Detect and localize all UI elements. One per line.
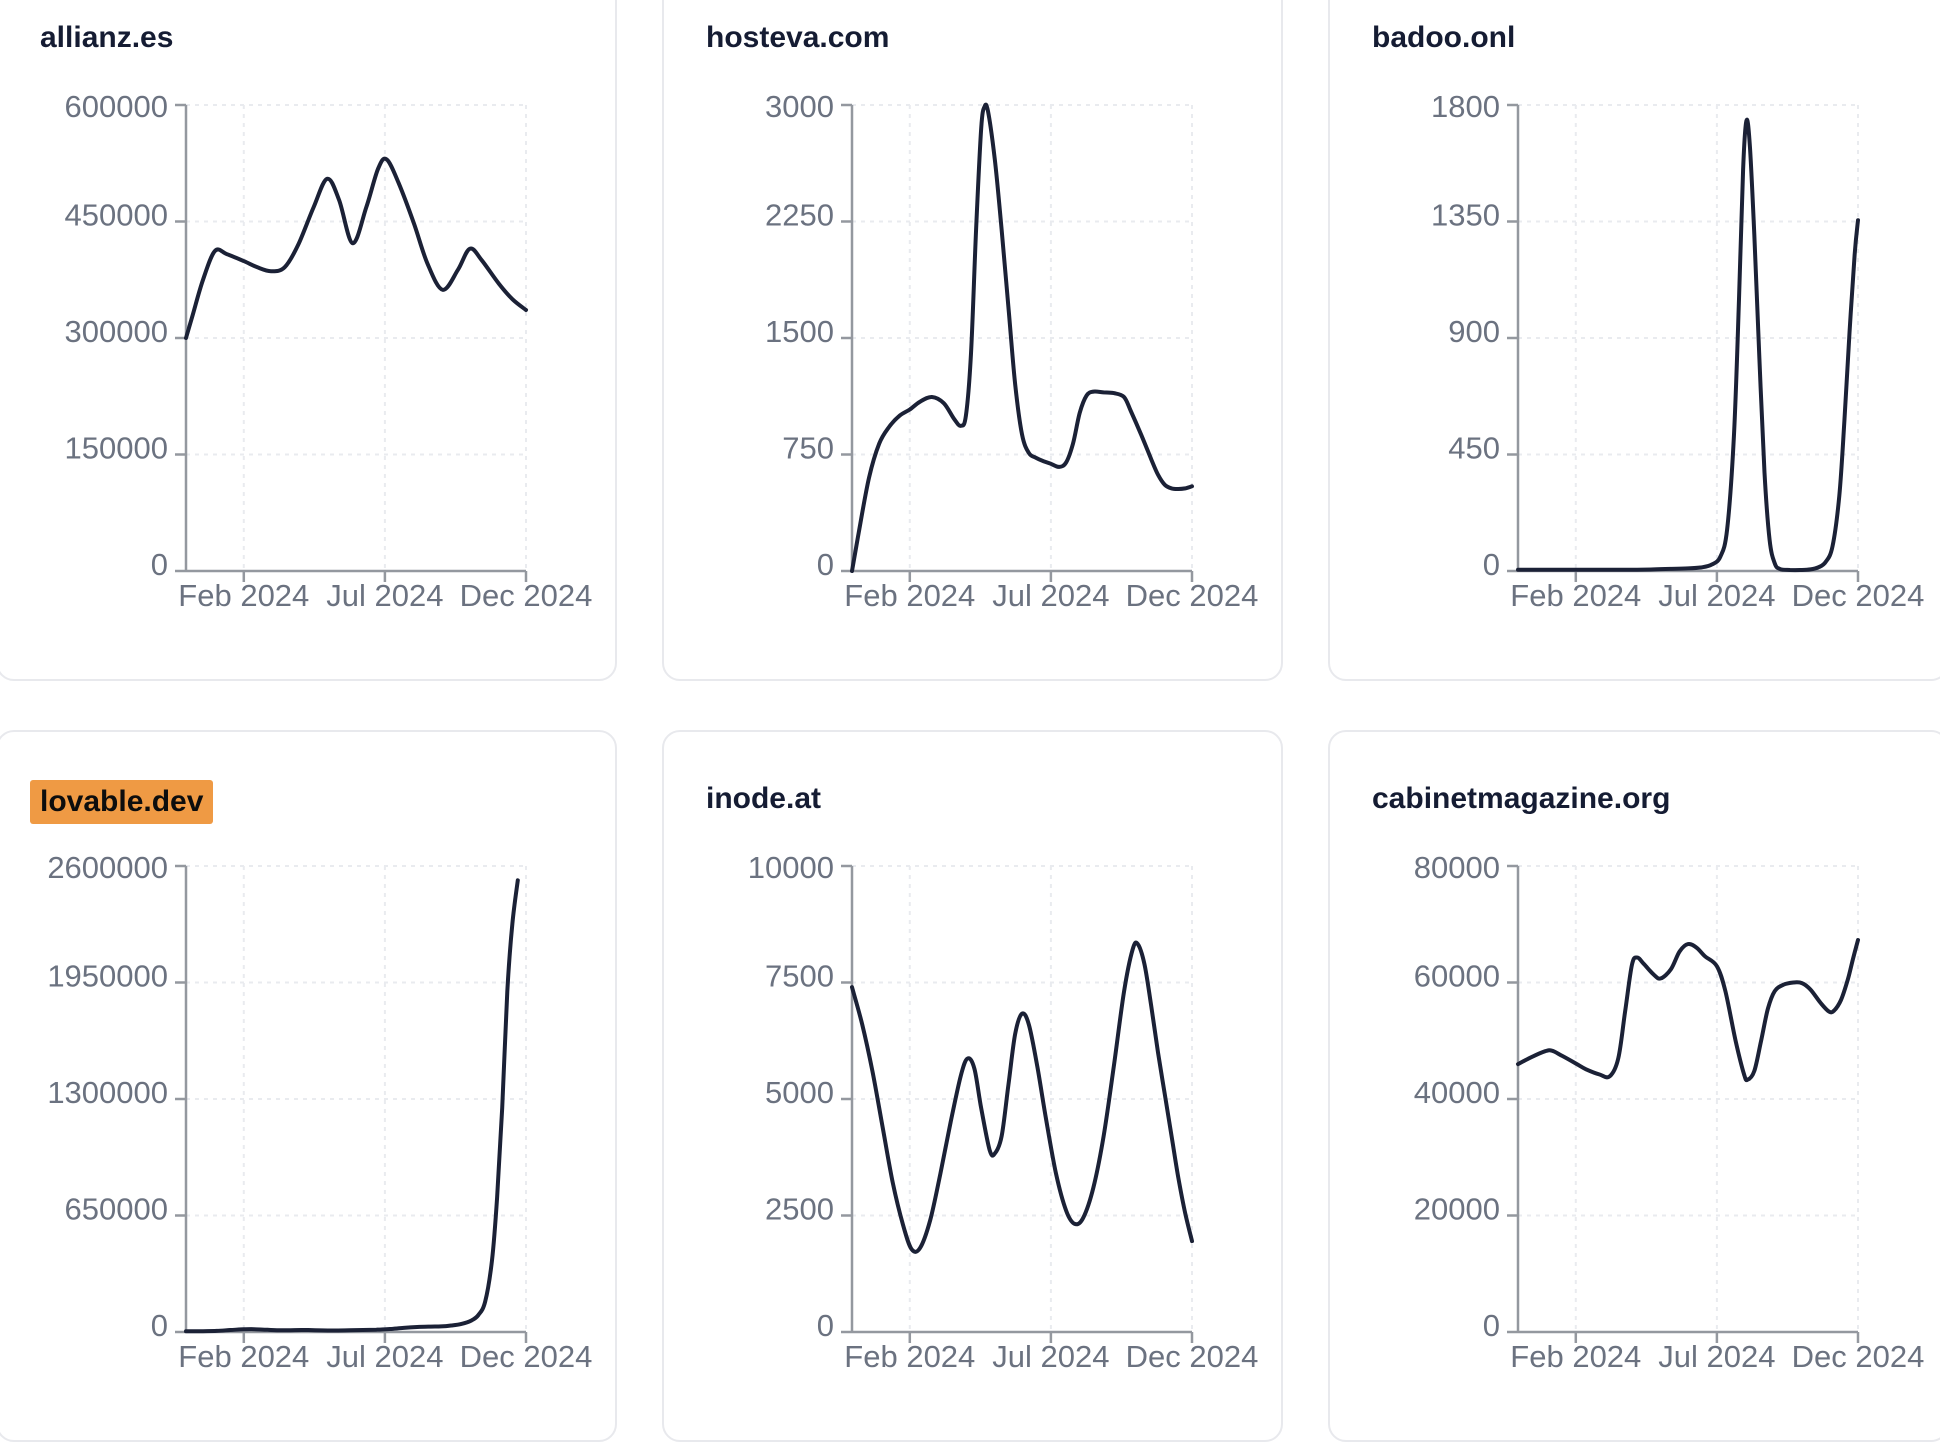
y-tick-label: 0 (151, 1308, 168, 1343)
y-tick-label: 0 (817, 1308, 834, 1343)
grid-lines (1518, 865, 1859, 1332)
chart-canvas: 0 450 900 1350 1800 Feb 2024 Jul 2024 Dec 2024 (1431, 89, 1925, 613)
x-tick-label: Jul 2024 (326, 578, 443, 613)
grid-lines (186, 104, 527, 571)
chart-title-text-highlighted[interactable]: lovable.dev (30, 780, 214, 824)
y-tick-label: 0 (817, 547, 834, 582)
chart-title: allianz.es (0, 0, 615, 57)
chart-canvas: 0 20000 40000 60000 80000 Feb 2024 Jul 2024 Dec… (1414, 850, 1925, 1374)
y-tick-label: 2250 (765, 198, 834, 233)
y-tick-label: 650000 (65, 1192, 168, 1227)
grid-lines (852, 104, 1193, 571)
chart-card-allianz.es: allianz.es 0 150000 300000 450000 600000 Feb … (0, 0, 617, 681)
axes (1507, 103, 1860, 582)
y-tick-label: 20000 (1414, 1192, 1500, 1227)
y-tick-label: 450000 (65, 198, 168, 233)
chart-title: hosteva.com (664, 0, 1281, 57)
x-tick-label: Dec 2024 (460, 578, 593, 613)
y-tick-label: 10000 (748, 850, 834, 885)
trend-line (850, 940, 1194, 1254)
chart-canvas: 0 750 1500 2250 3000 Feb 2024 Jul 2024 Dec 2024 (765, 89, 1259, 613)
y-tick-label: 1500 (765, 314, 834, 349)
trend-line (184, 878, 520, 1334)
chart-card-lovable.dev: lovable.dev 0 650000 1300000 1950000 2600000… (0, 730, 617, 1442)
x-tick-label: Jul 2024 (992, 578, 1109, 613)
chart-canvas: 0 150000 300000 450000 600000 Feb 2024 Jul 202… (65, 89, 593, 613)
chart-canvas: 0 650000 1300000 1950000 2600000 Feb 2024 Jul … (47, 850, 593, 1374)
trend-line (850, 102, 1194, 573)
x-tick-label: Feb 2024 (1510, 578, 1641, 613)
x-tick-label: Dec 2024 (1126, 1339, 1259, 1374)
grid-lines (1518, 104, 1859, 571)
chart-title-text[interactable]: hosteva.com (706, 21, 890, 54)
axes (175, 864, 528, 1343)
chart-title: lovable.dev (0, 732, 615, 824)
x-tick-label: Dec 2024 (1126, 578, 1259, 613)
y-tick-label: 750 (782, 431, 834, 466)
y-tick-label: 5000 (765, 1075, 834, 1110)
chart-title: cabinetmagazine.org (1330, 732, 1940, 818)
y-tick-label: 7500 (765, 959, 834, 994)
y-tick-label: 0 (151, 547, 168, 582)
chart-title-text[interactable]: inode.at (706, 782, 822, 815)
x-tick-label: Dec 2024 (460, 1339, 593, 1374)
x-tick-label: Jul 2024 (326, 1339, 443, 1374)
y-tick-label: 3000 (765, 89, 834, 124)
chart-title: inode.at (664, 732, 1281, 818)
x-tick-label: Feb 2024 (844, 1339, 975, 1374)
chart-canvas: 0 2500 5000 7500 10000 Feb 2024 Jul 2024 Dec 20… (748, 850, 1259, 1374)
grid-lines (186, 865, 527, 1332)
chart-card-inode.at: inode.at 0 2500 5000 7500 10000 Feb 2024 Jul 2… (662, 730, 1283, 1442)
trend-line (184, 156, 528, 340)
chart-title-text[interactable]: cabinetmagazine.org (1372, 782, 1671, 815)
y-tick-label: 1350 (1431, 198, 1500, 233)
trend-line (1516, 117, 1860, 573)
y-tick-label: 150000 (65, 431, 168, 466)
y-tick-label: 1800 (1431, 89, 1500, 124)
chart-title: badoo.onl (1330, 0, 1940, 57)
chart-card-hosteva.com: hosteva.com 0 750 1500 2250 3000 Feb 2024 Jul … (662, 0, 1283, 681)
x-tick-label: Feb 2024 (178, 1339, 309, 1374)
trend-line (1516, 938, 1860, 1083)
y-tick-label: 0 (1483, 1308, 1500, 1343)
chart-card-badoo.onl: badoo.onl 0 450 900 1350 1800 Feb 2024 Jul 202… (1328, 0, 1940, 681)
y-tick-label: 1950000 (47, 959, 168, 994)
x-tick-label: Jul 2024 (1658, 1339, 1775, 1374)
chart-title-text[interactable]: badoo.onl (1372, 21, 1516, 54)
y-tick-label: 1300000 (47, 1075, 168, 1110)
y-tick-label: 900 (1448, 314, 1500, 349)
x-tick-label: Feb 2024 (1510, 1339, 1641, 1374)
y-tick-label: 600000 (65, 89, 168, 124)
x-tick-label: Feb 2024 (844, 578, 975, 613)
axes (1507, 864, 1860, 1343)
x-tick-label: Dec 2024 (1792, 1339, 1925, 1374)
x-tick-label: Dec 2024 (1792, 578, 1925, 613)
axes (841, 864, 1194, 1343)
axes (841, 103, 1194, 582)
y-tick-label: 80000 (1414, 850, 1500, 885)
y-tick-label: 0 (1483, 547, 1500, 582)
chart-card-cabinetmagazine.org: cabinetmagazine.org 0 20000 40000 60000 8000… (1328, 730, 1940, 1442)
x-tick-label: Feb 2024 (178, 578, 309, 613)
y-tick-label: 2600000 (47, 850, 168, 885)
y-tick-label: 300000 (65, 314, 168, 349)
x-tick-label: Jul 2024 (992, 1339, 1109, 1374)
axes (175, 103, 528, 582)
x-tick-label: Jul 2024 (1658, 578, 1775, 613)
y-tick-label: 60000 (1414, 959, 1500, 994)
y-tick-label: 2500 (765, 1192, 834, 1227)
chart-title-text[interactable]: allianz.es (40, 21, 174, 54)
y-tick-label: 40000 (1414, 1075, 1500, 1110)
grid-lines (852, 865, 1193, 1332)
y-tick-label: 450 (1448, 431, 1500, 466)
